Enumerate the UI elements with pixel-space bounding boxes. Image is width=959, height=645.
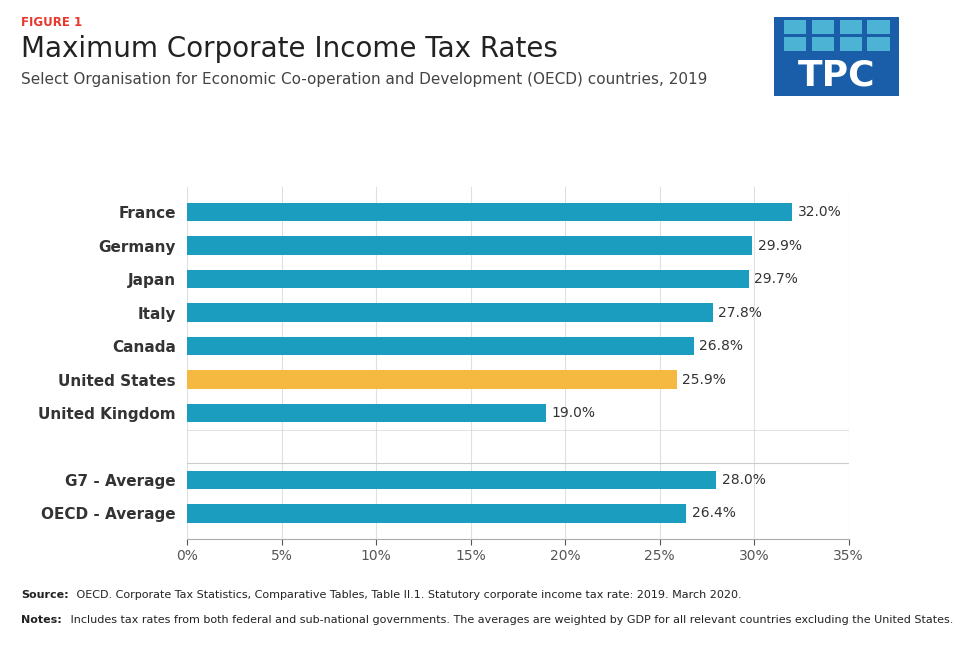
Text: 29.9%: 29.9% [758, 239, 802, 253]
Bar [187, 471, 716, 489]
Text: TPC: TPC [798, 59, 876, 93]
Bar [187, 504, 686, 522]
Bar [187, 203, 792, 221]
Text: Source:: Source: [21, 590, 69, 600]
Text: Maximum Corporate Income Tax Rates: Maximum Corporate Income Tax Rates [21, 35, 558, 63]
FancyBboxPatch shape [784, 20, 807, 34]
Text: OECD. Corporate Tax Statistics, Comparative Tables, Table II.1. Statutory corpor: OECD. Corporate Tax Statistics, Comparat… [73, 590, 741, 600]
FancyBboxPatch shape [839, 20, 862, 34]
Text: 19.0%: 19.0% [551, 406, 596, 420]
Text: Includes tax rates from both federal and sub-national governments. The averages : Includes tax rates from both federal and… [67, 615, 953, 625]
Bar [187, 337, 693, 355]
FancyBboxPatch shape [867, 20, 890, 34]
Text: 32.0%: 32.0% [798, 205, 841, 219]
Text: Select Organisation for Economic Co-operation and Development (OECD) countries, : Select Organisation for Economic Co-oper… [21, 72, 708, 87]
Text: 29.7%: 29.7% [754, 272, 798, 286]
Text: 27.8%: 27.8% [718, 306, 762, 320]
FancyBboxPatch shape [774, 17, 900, 95]
Bar [187, 237, 752, 255]
Text: 26.4%: 26.4% [691, 506, 736, 521]
FancyBboxPatch shape [784, 37, 807, 51]
Bar [187, 370, 677, 389]
FancyBboxPatch shape [867, 37, 890, 51]
Text: Notes:: Notes: [21, 615, 61, 625]
FancyBboxPatch shape [839, 37, 862, 51]
Text: 26.8%: 26.8% [699, 339, 743, 353]
Text: 25.9%: 25.9% [683, 373, 726, 386]
Text: 28.0%: 28.0% [722, 473, 766, 487]
Bar [187, 303, 713, 322]
Text: FIGURE 1: FIGURE 1 [21, 16, 82, 29]
FancyBboxPatch shape [811, 20, 834, 34]
Bar [187, 270, 749, 288]
Bar [187, 404, 547, 422]
FancyBboxPatch shape [811, 37, 834, 51]
